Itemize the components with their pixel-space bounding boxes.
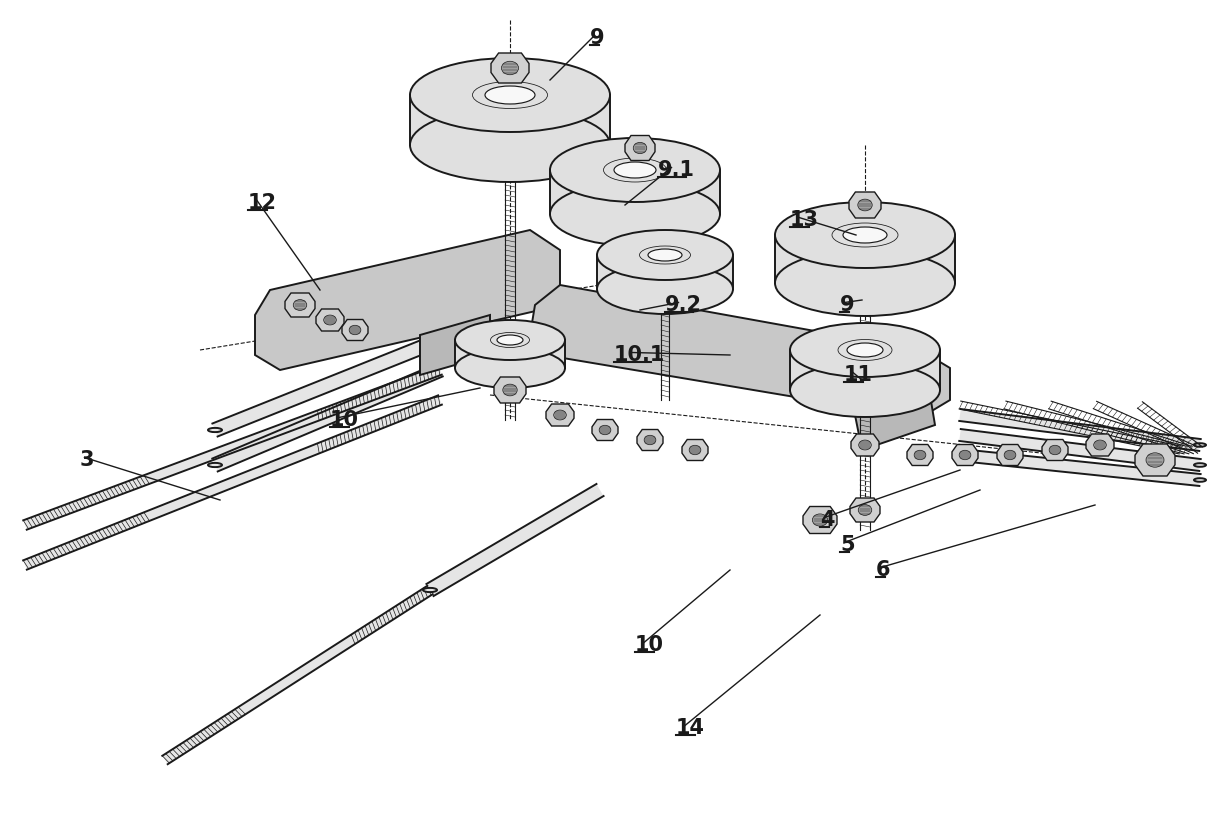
Polygon shape bbox=[410, 95, 610, 145]
Polygon shape bbox=[1043, 439, 1068, 460]
Ellipse shape bbox=[208, 428, 222, 432]
Polygon shape bbox=[855, 395, 935, 450]
Text: 5: 5 bbox=[840, 535, 854, 555]
Ellipse shape bbox=[689, 445, 701, 455]
Polygon shape bbox=[850, 434, 879, 456]
Text: 10.1: 10.1 bbox=[614, 345, 666, 365]
Ellipse shape bbox=[847, 343, 883, 357]
Polygon shape bbox=[255, 230, 561, 370]
Ellipse shape bbox=[410, 58, 610, 132]
Ellipse shape bbox=[553, 410, 567, 420]
Ellipse shape bbox=[790, 363, 940, 417]
Ellipse shape bbox=[858, 504, 872, 515]
Polygon shape bbox=[637, 429, 663, 451]
Text: 9.2: 9.2 bbox=[664, 295, 702, 315]
Polygon shape bbox=[490, 53, 529, 83]
Ellipse shape bbox=[1146, 453, 1165, 468]
Polygon shape bbox=[342, 320, 368, 341]
Ellipse shape bbox=[597, 230, 733, 280]
Polygon shape bbox=[803, 507, 837, 534]
Polygon shape bbox=[316, 309, 344, 331]
Text: 9.1: 9.1 bbox=[658, 160, 695, 180]
Ellipse shape bbox=[959, 450, 971, 460]
Ellipse shape bbox=[859, 440, 871, 450]
Ellipse shape bbox=[1093, 440, 1107, 450]
Polygon shape bbox=[790, 350, 940, 390]
Ellipse shape bbox=[349, 326, 361, 335]
Ellipse shape bbox=[858, 200, 872, 211]
Text: 9: 9 bbox=[840, 295, 854, 315]
Text: 13: 13 bbox=[790, 210, 819, 230]
Text: 14: 14 bbox=[676, 718, 705, 738]
Ellipse shape bbox=[410, 108, 610, 182]
Ellipse shape bbox=[503, 384, 517, 396]
Polygon shape bbox=[997, 444, 1023, 465]
Text: 4: 4 bbox=[820, 510, 835, 530]
Ellipse shape bbox=[455, 320, 565, 360]
Ellipse shape bbox=[1194, 478, 1206, 482]
Polygon shape bbox=[849, 192, 881, 218]
Polygon shape bbox=[959, 409, 1201, 451]
Polygon shape bbox=[546, 404, 574, 426]
Ellipse shape bbox=[843, 227, 887, 243]
Polygon shape bbox=[420, 315, 490, 375]
Polygon shape bbox=[776, 235, 956, 283]
Polygon shape bbox=[959, 429, 1201, 471]
Ellipse shape bbox=[1194, 463, 1206, 467]
Polygon shape bbox=[23, 366, 442, 529]
Ellipse shape bbox=[1194, 443, 1206, 447]
Polygon shape bbox=[494, 377, 525, 403]
Text: 3: 3 bbox=[80, 450, 94, 470]
Polygon shape bbox=[907, 444, 933, 465]
Polygon shape bbox=[285, 293, 315, 317]
Polygon shape bbox=[530, 285, 949, 418]
Ellipse shape bbox=[1050, 445, 1061, 455]
Text: 10: 10 bbox=[330, 410, 359, 430]
Text: 11: 11 bbox=[844, 365, 873, 385]
Polygon shape bbox=[683, 439, 708, 460]
Polygon shape bbox=[23, 395, 442, 569]
Polygon shape bbox=[1136, 444, 1175, 476]
Ellipse shape bbox=[599, 425, 611, 435]
Ellipse shape bbox=[614, 162, 656, 178]
Ellipse shape bbox=[484, 86, 535, 104]
Ellipse shape bbox=[294, 300, 307, 311]
Text: 6: 6 bbox=[876, 560, 890, 580]
Ellipse shape bbox=[423, 588, 437, 592]
Polygon shape bbox=[625, 135, 655, 160]
Polygon shape bbox=[455, 340, 565, 368]
Polygon shape bbox=[959, 449, 1201, 486]
Ellipse shape bbox=[812, 514, 827, 526]
Polygon shape bbox=[213, 333, 442, 437]
Ellipse shape bbox=[550, 182, 720, 246]
Ellipse shape bbox=[776, 202, 956, 268]
Text: 9: 9 bbox=[590, 28, 605, 48]
Polygon shape bbox=[850, 498, 879, 522]
Ellipse shape bbox=[496, 335, 523, 345]
Polygon shape bbox=[426, 484, 604, 596]
Ellipse shape bbox=[790, 323, 940, 377]
Ellipse shape bbox=[324, 315, 336, 325]
Polygon shape bbox=[213, 363, 442, 472]
Ellipse shape bbox=[914, 450, 925, 460]
Polygon shape bbox=[952, 444, 978, 465]
Ellipse shape bbox=[644, 435, 656, 445]
Polygon shape bbox=[550, 170, 720, 214]
Text: 10: 10 bbox=[635, 635, 664, 655]
Ellipse shape bbox=[647, 249, 683, 261]
Polygon shape bbox=[162, 586, 432, 764]
Polygon shape bbox=[592, 419, 618, 441]
Text: 12: 12 bbox=[248, 193, 277, 213]
Polygon shape bbox=[597, 255, 733, 289]
Ellipse shape bbox=[550, 138, 720, 202]
Ellipse shape bbox=[776, 250, 956, 316]
Ellipse shape bbox=[208, 463, 222, 467]
Ellipse shape bbox=[597, 264, 733, 314]
Ellipse shape bbox=[455, 348, 565, 388]
Ellipse shape bbox=[1004, 450, 1016, 460]
Ellipse shape bbox=[501, 61, 518, 75]
Polygon shape bbox=[1086, 434, 1114, 456]
Ellipse shape bbox=[633, 143, 646, 154]
